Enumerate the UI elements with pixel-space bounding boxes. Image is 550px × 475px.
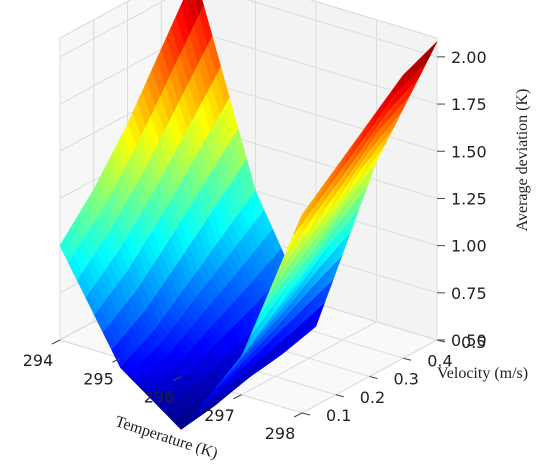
z-tick-label: 0.50 [451, 331, 487, 350]
y-tick-label: 0.5 [461, 333, 486, 352]
x-tick-label: 295 [83, 369, 114, 388]
x-axis-ticks: 294 295 296 297 298 [23, 339, 303, 443]
y-tick-label: 0.1 [326, 406, 351, 425]
x-tick-mark [112, 357, 121, 363]
x-tick-mark [233, 394, 242, 400]
y-tick-mark [369, 376, 378, 379]
y-tick-label: 0.4 [427, 351, 452, 370]
z-tick-label: 2.00 [451, 48, 487, 67]
y-tick-label: 0.2 [360, 388, 385, 407]
z-axis-ticks: 0.50 0.75 1.00 1.25 1.50 1.75 2.00 [437, 48, 487, 350]
x-tick-mark [51, 339, 61, 345]
y-axis-label: Velocity (m/s) [437, 365, 528, 382]
y-tick-mark [403, 357, 412, 361]
surface-patch [293, 208, 308, 236]
surface-mesh [59, 0, 438, 430]
z-tick-label: 0.75 [451, 284, 487, 303]
grid-line [59, 0, 167, 58]
x-tick-mark [293, 412, 303, 418]
y-tick-label: 0.3 [394, 370, 419, 389]
z-tick-label: 1.50 [451, 142, 487, 161]
z-tick-label: 1.00 [451, 237, 487, 256]
y-tick-mark [335, 394, 344, 398]
grid-line [246, 0, 438, 58]
y-axis-ticks: 0.1 0.2 0.3 0.4 0.5 [301, 333, 486, 425]
x-tick-label: 298 [265, 424, 296, 443]
x-tick-label: 296 [144, 388, 175, 407]
y-tick-mark [301, 412, 311, 416]
x-tick-label: 297 [204, 406, 235, 425]
grid-line [194, 77, 438, 152]
z-tick-label: 1.25 [451, 189, 487, 208]
z-axis-label: Average deviation (K) [514, 89, 531, 232]
x-tick-mark [172, 376, 182, 381]
x-tick-label: 294 [23, 351, 54, 370]
z-tick-label: 1.75 [451, 95, 487, 114]
